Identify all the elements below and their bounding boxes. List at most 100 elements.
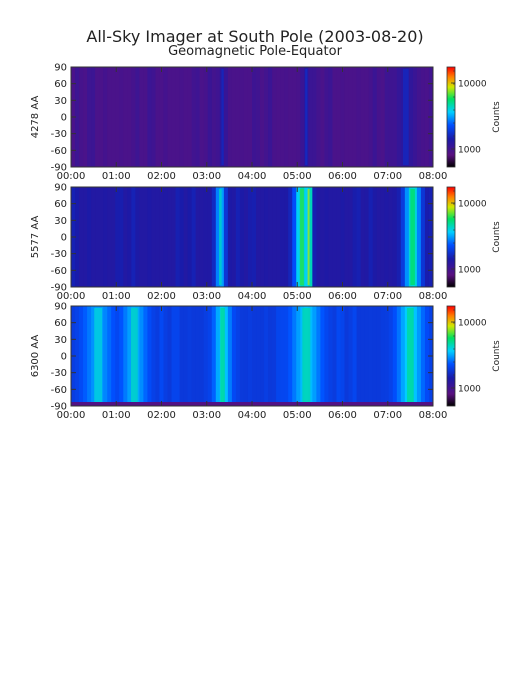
heatmap-column	[187, 306, 193, 406]
heatmap-column	[143, 187, 148, 287]
heatmap-column	[119, 67, 124, 167]
heatmap-column	[396, 67, 402, 167]
heatmap-column	[320, 306, 325, 406]
heatmap-column	[344, 67, 349, 167]
heatmap-column	[155, 67, 160, 167]
heatmap-column	[364, 67, 370, 167]
heatmap-column	[195, 67, 201, 167]
heatmap-column	[420, 306, 426, 406]
heatmap-column	[404, 187, 410, 287]
chart-title: All-Sky Imager at South Pole (2003-08-20…	[86, 27, 423, 46]
heatmap-column	[103, 306, 108, 406]
heatmap-column	[276, 187, 281, 287]
heatmap-column	[352, 67, 357, 167]
heatmap-column	[340, 67, 345, 167]
y-tick-label: -30	[51, 368, 67, 379]
heatmap-column	[215, 187, 221, 287]
heatmap-column	[376, 187, 382, 287]
heatmap-column	[284, 306, 289, 406]
heatmap-column	[380, 67, 386, 167]
heatmap-column	[336, 67, 341, 167]
heatmap-column	[264, 67, 269, 167]
heatmap-column	[179, 306, 185, 406]
heatmap-column	[151, 306, 156, 406]
colorbar-label: Counts	[492, 101, 502, 133]
heatmap-column	[91, 187, 96, 287]
heatmap-column	[243, 306, 249, 406]
heatmap-column	[247, 306, 253, 406]
heatmap-column	[268, 187, 273, 287]
x-tick-label: 01:00	[102, 291, 131, 302]
heatmap-column	[159, 187, 164, 287]
heatmap-column	[219, 187, 225, 287]
y-tick-label: 90	[54, 183, 67, 194]
colorbar	[446, 305, 456, 407]
emission-feature	[305, 69, 308, 165]
x-tick-label: 02:00	[147, 291, 176, 302]
heatmap-column	[268, 67, 273, 167]
heatmap-column	[155, 187, 160, 287]
y-tick-label: -90	[51, 402, 67, 413]
heatmap-column	[227, 67, 233, 167]
heatmap-column	[139, 306, 144, 406]
heatmap-column	[328, 187, 333, 287]
heatmap-column	[111, 306, 116, 406]
heatmap-column	[227, 306, 233, 406]
x-tick-label: 01:00	[102, 171, 131, 182]
heatmap-column	[420, 67, 426, 167]
heatmap-column	[400, 306, 406, 406]
colorbar-tick-label: 10000	[458, 200, 487, 210]
heatmap-column	[416, 306, 422, 406]
heatmap-column	[163, 187, 168, 287]
heatmap-column	[296, 187, 301, 287]
heatmap-column	[260, 306, 265, 406]
heatmap-column	[211, 67, 217, 167]
emission-feature	[302, 308, 311, 404]
heatmap-column	[356, 67, 361, 167]
heatmap-column	[123, 67, 128, 167]
heatmap-column	[252, 187, 257, 287]
heatmap-column	[99, 67, 104, 167]
heatmap-column	[87, 67, 92, 167]
heatmap-column	[87, 306, 92, 406]
x-tick-label: 08:00	[419, 410, 448, 421]
heatmap-column	[344, 306, 349, 406]
heatmap-column	[376, 306, 382, 406]
emission-feature	[221, 69, 224, 165]
heatmap-column	[364, 306, 370, 406]
heatmap-column	[111, 187, 116, 287]
heatmap-column	[171, 306, 176, 406]
heatmap-column	[368, 187, 374, 287]
heatmap-column	[320, 187, 325, 287]
heatmap-column	[320, 67, 325, 167]
heatmap-column	[416, 187, 422, 287]
heatmap-column	[384, 187, 390, 287]
heatmap-column	[207, 67, 213, 167]
heatmap-column	[392, 306, 398, 406]
heatmap-column	[191, 187, 197, 287]
emission-feature	[410, 189, 415, 285]
heatmap-column	[235, 306, 241, 406]
x-tick-label: 00:00	[57, 410, 86, 421]
heatmap-column	[91, 306, 96, 406]
heatmap-column	[368, 306, 374, 406]
heatmap-column	[280, 306, 285, 406]
chart-subtitle: Geomagnetic Pole-Equator	[168, 44, 342, 59]
colorbar-tick-label: 10000	[458, 80, 487, 90]
heatmap-column	[288, 306, 293, 406]
heatmap-column	[388, 67, 394, 167]
heatmap-column	[167, 67, 172, 167]
heatmap-column	[408, 67, 414, 167]
heatmap-column	[91, 67, 96, 167]
heatmap-column	[215, 306, 221, 406]
y-tick-label: 60	[54, 79, 67, 90]
heatmap-column	[183, 306, 189, 406]
heatmap-column	[191, 306, 197, 406]
emission-feature	[218, 189, 222, 285]
heatmap-column	[424, 187, 430, 287]
heatmap-column	[312, 187, 317, 287]
heatmap-column	[119, 187, 124, 287]
heatmap-column	[95, 187, 100, 287]
heatmap-column	[171, 67, 176, 167]
